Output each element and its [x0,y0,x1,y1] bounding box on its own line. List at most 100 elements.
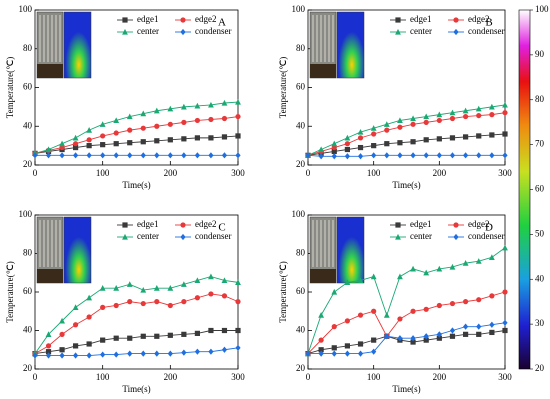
marker [463,299,469,305]
marker [153,107,160,114]
marker [59,152,65,159]
marker [410,308,416,314]
marker [194,295,200,301]
legend-marker [180,28,186,36]
series-line [307,154,505,157]
colorbar-tick-label: 20 [535,363,545,373]
legend-marker [122,28,128,35]
marker [502,327,508,334]
marker [140,125,146,131]
marker [436,136,442,142]
marker [344,153,350,160]
x-tick-label: 300 [231,168,245,178]
marker [181,349,187,356]
marker [194,152,200,159]
x-tick-label: 300 [498,168,512,178]
marker [423,137,429,143]
marker [208,101,214,108]
marker [180,281,187,287]
marker [488,103,495,110]
marker [344,134,351,141]
x-tick-label: 100 [367,372,381,382]
legend-label: center [410,26,432,36]
y-tick-label: 100 [292,4,306,14]
marker [45,352,52,359]
legend-label: edge1 [410,219,432,229]
marker [45,349,52,355]
marker [318,347,324,353]
legend-marker [395,28,401,35]
marker [476,323,482,330]
marker [397,316,403,322]
marker [502,101,508,108]
marker [410,139,416,145]
y-tick-label: 80 [23,248,33,258]
marker [113,302,119,309]
panel-label: B [485,17,492,29]
y-tick-label: 60 [296,286,306,296]
marker [476,331,482,337]
marker [154,333,160,339]
marker [221,134,228,140]
x-axis-label: Time(s) [122,384,150,394]
marker [436,111,443,118]
x-tick-label: 200 [433,168,447,178]
x-tick-label: 100 [367,168,381,178]
marker [331,140,338,147]
y-tick-label: 20 [23,159,33,169]
marker [100,304,106,310]
marker [318,337,324,343]
marker [127,152,133,159]
marker [45,343,52,349]
x-tick-label: 100 [96,168,110,178]
marker [502,110,508,116]
marker [410,121,416,127]
marker [357,277,364,284]
marker [449,135,456,141]
marker [318,153,324,160]
marker [194,348,200,355]
marker [370,273,377,280]
series-line [34,330,238,355]
colorbar-tick-label: 60 [535,184,545,194]
marker [489,321,495,328]
legend-marker [122,233,128,240]
marker [72,134,79,141]
marker [410,339,416,345]
marker [221,293,228,299]
marker [167,137,173,143]
marker [167,121,173,127]
marker [127,335,133,341]
marker [397,117,403,124]
marker [235,113,241,120]
marker [331,324,337,330]
legend-marker [180,233,186,241]
marker [449,327,456,334]
marker [502,152,508,159]
colorbar-tick-label: 40 [535,273,545,283]
series-line [307,133,506,156]
marker [140,110,147,117]
marker [463,113,469,120]
marker [140,350,146,357]
marker [384,152,390,159]
marker [208,135,214,141]
marker [344,141,350,147]
marker [357,135,364,141]
marker [449,109,456,116]
x-tick-label: 200 [164,372,178,382]
marker [436,335,442,341]
marker [181,152,187,159]
legend-label: center [137,231,159,241]
marker [194,135,200,141]
marker [344,343,350,349]
marker [140,139,146,145]
y-tick-label: 80 [23,43,33,53]
marker [113,141,119,147]
marker [423,152,429,159]
y-axis-label: Temperature(℃) [278,261,288,322]
marker [475,105,482,112]
marker [86,127,93,133]
marker [371,152,377,159]
marker [154,299,160,305]
